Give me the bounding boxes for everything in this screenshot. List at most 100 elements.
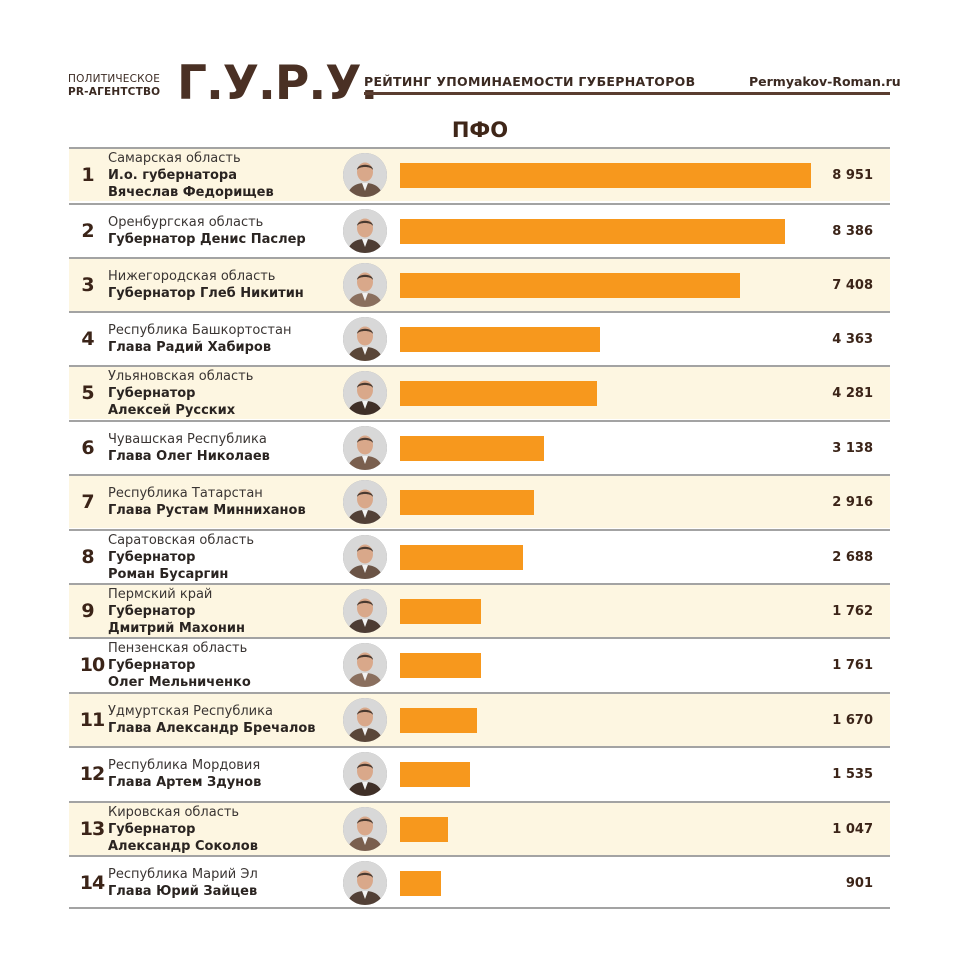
governor-name: Роман Бусаргин [108,566,229,582]
portrait-icon [343,263,387,307]
rank-number: 7 [81,491,95,513]
governor-portrait [343,371,387,415]
governor-name: Губернатор [108,821,196,837]
governor-name: И.о. губернатора [108,167,237,183]
governor-info: Удмуртская Республика Глава Александр Бре… [108,694,348,746]
rank-number: 9 [81,600,95,622]
governor-name: Губернатор Денис Паслер [108,232,306,247]
portrait-icon [343,426,387,470]
governor-name: Вячеслав Федорищев [108,184,274,200]
governor-info: Республика Башкортостан Глава Радий Хабир… [108,313,348,365]
bar-area [400,205,820,257]
table-row: 5 Ульяновская область Губернатор Алексей Ру… [69,365,890,419]
bar [400,273,740,298]
tick-label-region: Пермский край [108,586,213,602]
rank-number: 12 [79,763,105,785]
tick-label-region: Ульяновская область [108,368,254,384]
governor-name: Глава Радий Хабиров [108,340,272,355]
tick-label-region: Республика Башкортостан [108,323,292,338]
governor-portrait [343,589,387,633]
header-divider [364,92,890,95]
bar-area [400,639,820,691]
governor-info: Пермский край Губернатор Дмитрий Махонин [108,585,348,637]
bar [400,219,785,244]
governor-portrait [343,535,387,579]
agency-caption: ПОЛИТИЧЕСКОЕ PR-АГЕНТСТВО [68,73,178,99]
bar-area [400,694,820,746]
rank-number: 10 [79,654,105,676]
rank-number: 6 [81,437,95,459]
table-row: 11 Удмуртская Республика Глава Александр Б… [69,692,890,746]
data-label: 1 670 [832,712,873,728]
table-row: 2 Оренбургская область Губернатор Денис Па… [69,203,890,257]
governor-name: Глава Олег Николаев [108,449,270,464]
governor-info: Самарская область И.о. губернатора Вячесла… [108,149,348,201]
table-row: 10 Пензенская область Губернатор Олег Мельн… [69,637,890,691]
tick-label-region: Республика Татарстан [108,486,263,501]
tick-label-region: Республика Марий Эл [108,867,258,882]
data-label: 8 386 [832,223,873,239]
governor-portrait [343,426,387,470]
table-row: 9 Пермский край Губернатор Дмитрий Махонин 1… [69,583,890,637]
tick-label-region: Пензенская область [108,640,248,656]
governor-portrait [343,153,387,197]
rank-number: 4 [81,328,95,350]
governor-portrait [343,643,387,687]
bar [400,871,441,896]
table-row: 3 Нижегородская область Губернатор Глеб Ни… [69,257,890,311]
portrait-icon [343,643,387,687]
data-label: 2 688 [832,549,873,565]
governor-info: Пензенская область Губернатор Олег Мельнич… [108,639,348,691]
table-row: 1 Самарская область И.о. губернатора Вячесл… [69,147,890,201]
governor-name: Глава Артем Здунов [108,775,262,790]
bar-area [400,476,820,528]
tick-label-region: Чувашская Республика [108,432,267,447]
bar [400,327,600,352]
data-label: 4 363 [832,331,873,347]
portrait-icon [343,317,387,361]
governor-info: Саратовская область Губернатор Роман Бусар… [108,531,348,583]
tick-label-region: Удмуртская Республика [108,704,273,719]
governor-name: Губернатор [108,657,196,673]
bar [400,708,477,733]
data-label: 7 408 [832,277,873,293]
rank-number: 1 [81,164,95,186]
rank-number: 11 [79,709,105,731]
portrait-icon [343,371,387,415]
portrait-icon [343,807,387,851]
rank-number: 5 [81,382,95,404]
governor-info: Республика Татарстан Глава Рустам Минниха… [108,476,348,528]
data-label: 901 [845,875,873,891]
chart-title: ПФО [451,118,509,142]
data-label: 3 138 [832,440,873,456]
governor-portrait [343,480,387,524]
tick-label-region: Республика Мордовия [108,758,261,773]
rank-number: 13 [79,818,105,840]
governor-info: Республика Мордовия Глава Артем Здунов [108,748,348,800]
tick-label-region: Оренбургская область [108,215,264,230]
governor-portrait [343,752,387,796]
governor-info: Нижегородская область Губернатор Глеб Ник… [108,259,348,311]
bar [400,163,811,188]
governor-portrait [343,209,387,253]
portrait-icon [343,209,387,253]
bar-area [400,313,820,365]
governor-portrait [343,263,387,307]
portrait-icon [343,480,387,524]
site-link[interactable]: Permyakov-Roman.ru [749,74,901,89]
governor-name: Алексей Русских [108,402,236,418]
governor-name: Губернатор [108,549,196,565]
bar [400,653,481,678]
governor-name: Губернатор [108,603,196,619]
governor-name: Дмитрий Махонин [108,620,245,636]
bar-area [400,585,820,637]
bar-area [400,367,820,419]
governor-info: Ульяновская область Губернатор Алексей Рус… [108,367,348,419]
portrait-icon [343,153,387,197]
governor-name: Глава Александр Бречалов [108,721,316,736]
bar-area [400,149,820,201]
data-label: 1 535 [832,766,873,782]
governor-info: Чувашская Республика Глава Олег Николаев [108,422,348,474]
header: ПОЛИТИЧЕСКОЕ PR-АГЕНТСТВО Г.У.Р.У. РЕЙТИ… [0,0,960,120]
governor-portrait [343,807,387,851]
